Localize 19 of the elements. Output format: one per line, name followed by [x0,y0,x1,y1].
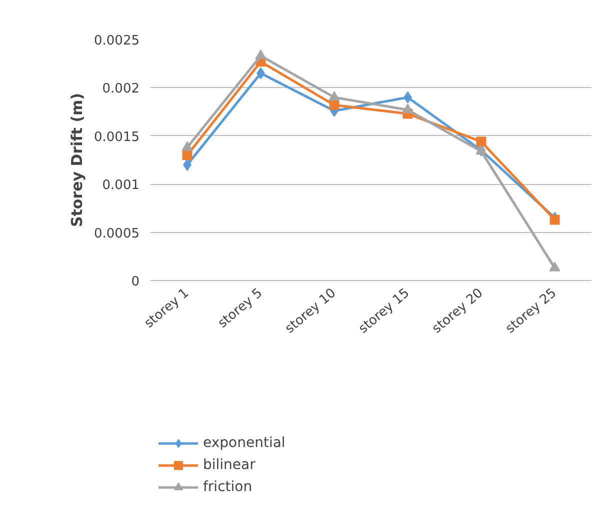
point [328,91,340,101]
legend-label: friction [203,479,252,495]
point [255,50,266,60]
point [182,141,193,151]
point [402,104,414,114]
y-tick-label: 0.0015 [94,130,140,145]
y-tick-label: 0 [131,274,140,290]
y-tick-label: 0.0025 [94,34,140,48]
point [329,100,340,110]
point [550,214,560,225]
point [549,262,560,272]
y-tick-label: 0.001 [102,178,140,194]
point [476,136,486,147]
legend-label: bilinear [203,457,256,473]
legend-label: exponential [203,435,286,451]
y-tick-label: 0.002 [102,82,140,97]
y-tick-label: 0.0005 [94,226,140,242]
point [182,150,192,160]
y-axis-title: Storey Drift (m) [68,92,86,228]
